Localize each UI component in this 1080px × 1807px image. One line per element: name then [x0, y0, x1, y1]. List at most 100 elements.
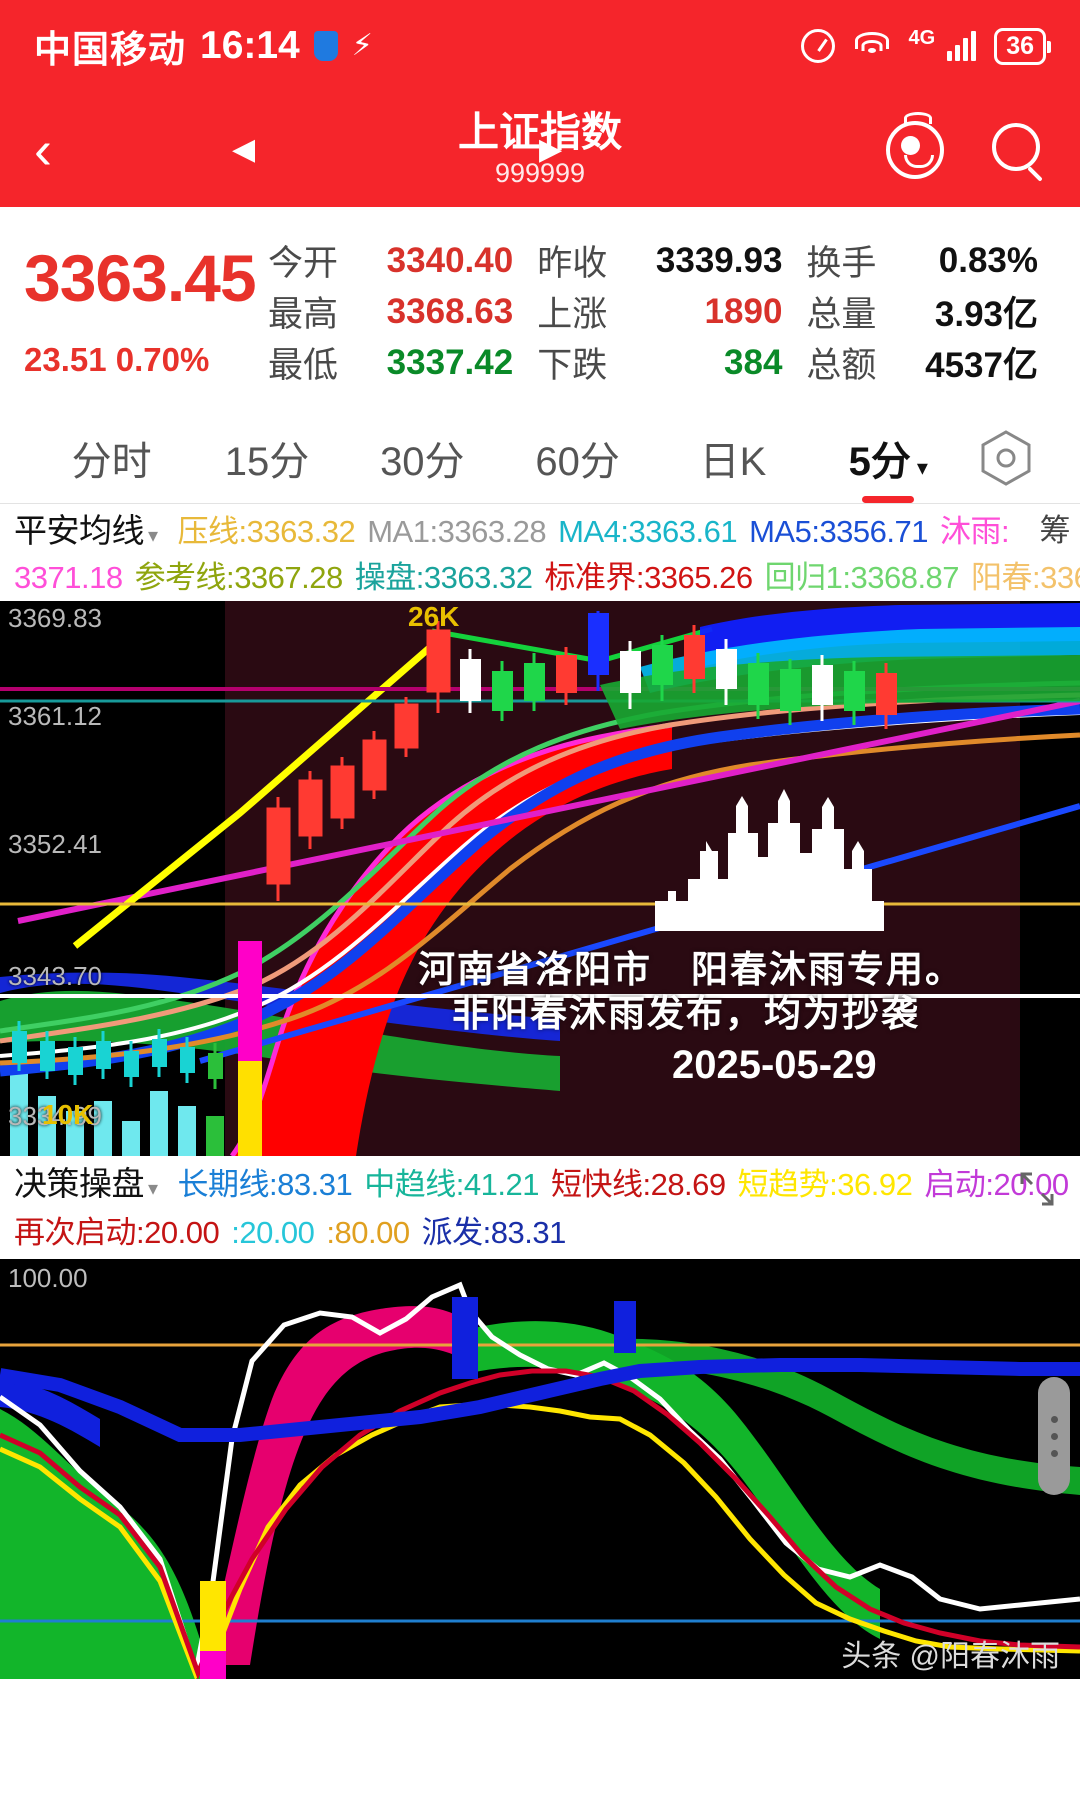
hexagon-settings-icon[interactable] [966, 429, 1046, 487]
chevron-down-icon: ▾ [916, 454, 928, 480]
stat-value: 384 [724, 342, 783, 382]
legend-label: 中趋线: [364, 1167, 464, 1202]
legend-label: 压线: [177, 514, 248, 549]
legend-value: 41.21 [463, 1167, 540, 1202]
signal-bars-icon [947, 31, 977, 61]
decision-indicator-chart[interactable]: 100.00 头条 @阳春沐雨 [0, 1259, 1080, 1679]
price-block: 3363.45 23.51 0.70% [18, 240, 268, 379]
clock-label: 16:14 [200, 24, 300, 67]
legend-value: 3371.18 [14, 560, 123, 595]
legend-item: 操盘:3363.32 [355, 560, 533, 595]
chart-scroll-handle[interactable] [1038, 1377, 1070, 1495]
legend-label: 长期线: [177, 1167, 278, 1202]
stat-label: 总量 [806, 295, 877, 334]
legend-item: 回归1:3368.87 [765, 560, 960, 595]
legend-item-highlighted: 短趋势:36.92 [737, 1167, 913, 1202]
tab-30min[interactable]: 30分 [345, 429, 500, 487]
stat-value: 3340.40 [386, 240, 514, 280]
stat-label: 下跌 [537, 346, 608, 385]
legend-item: 压线:3363.32 [178, 514, 356, 549]
legend-item: 派发:83.31 [422, 1215, 567, 1250]
legend-value: 20.00 [239, 1215, 315, 1250]
legend-value: 3363.32 [423, 560, 533, 595]
status-bar-right: 4G 36 [800, 26, 1051, 65]
stat-label: 上涨 [537, 295, 608, 334]
expand-icon[interactable] [1018, 1170, 1056, 1208]
legend-label: 标准界: [544, 560, 645, 595]
legend-value: 3367.28 [234, 560, 343, 595]
tab-5min[interactable]: 5分 ▾ [811, 429, 966, 503]
legend-value: 20.00 [144, 1215, 220, 1250]
carrier-label: 中国移动 [34, 29, 186, 70]
legend-item: 沐雨: [940, 514, 1010, 549]
last-price: 3363.45 [24, 240, 257, 315]
lower-indicator-legend: 决策操盘 ▾ 长期线:83.31 中趋线:41.21 短快线:28.69 短趋势:36.9… [0, 1156, 1080, 1259]
search-icon[interactable] [991, 122, 1046, 177]
legend-value: 28.69 [650, 1167, 727, 1202]
tab-label: 5分 [848, 439, 911, 484]
period-tab-bar: 分时 15分 30分 60分 日K 5分 ▾ [0, 412, 1080, 504]
stat-value: 0.83% [938, 240, 1038, 280]
legend-label: 参考线: [134, 560, 235, 595]
tab-15min[interactable]: 15分 [189, 429, 344, 487]
stat-label: 总额 [806, 346, 877, 385]
y-axis-label: 3361.12 [8, 701, 102, 731]
stat-value: 3339.93 [655, 240, 783, 280]
legend-item: 短快线:28.69 [551, 1167, 726, 1202]
legend-item: MA4:3363.61 [558, 514, 737, 549]
tab-dayk[interactable]: 日K [655, 429, 810, 487]
legend-label: 操盘: [354, 560, 425, 595]
chevron-down-icon[interactable]: ▾ [148, 1178, 158, 1200]
stat-label: 今开 [268, 244, 339, 283]
tab-60min[interactable]: 60分 [500, 429, 655, 487]
legend-label: 再次启动: [14, 1215, 145, 1250]
stat-value: 1890 [704, 291, 783, 331]
legend-item: 长期线:83.31 [178, 1167, 353, 1202]
volume-label: 26K [408, 601, 460, 632]
quote-panel: 3363.45 23.51 0.70% 今开 3340.40 昨收 3339.9… [0, 207, 1080, 412]
tab-fenshi[interactable]: 分时 [34, 429, 189, 487]
legend-label: 短趋势: [737, 1167, 838, 1202]
chip-label: 筹 [1039, 513, 1071, 548]
stat-label: 换手 [806, 244, 877, 283]
legend-label: 短快线: [550, 1167, 651, 1202]
legend-value: 3367.06 [1040, 560, 1080, 595]
stat-label: 昨收 [537, 244, 608, 283]
legend-item: 再次启动:20.00 [14, 1215, 220, 1250]
legend-item: 参考线:3367.28 [134, 560, 344, 595]
legend-item: 中趋线:41.21 [364, 1167, 539, 1202]
back-button[interactable]: ‹ [34, 119, 52, 180]
legend-item: 阳春:3367.06 [971, 560, 1080, 595]
stat-value: 3337.42 [386, 342, 514, 382]
legend-value: 3363.28 [437, 514, 547, 549]
watermark-line-2: 非阳春沐雨发布，均为抄袭 [452, 993, 920, 1034]
legend-value: 83.31 [277, 1167, 353, 1202]
volume-label: 10K [42, 1099, 94, 1130]
legend-value: 83.31 [490, 1215, 567, 1250]
watermark-line-1: 河南省洛阳市 阳春沐雨专用。 [418, 949, 964, 990]
indicator-name[interactable]: 决策操盘 [14, 1165, 145, 1202]
stat-label: 最低 [268, 346, 339, 385]
y-axis-label: 3343.70 [8, 961, 102, 991]
chevron-down-icon[interactable]: ▾ [148, 525, 158, 547]
price-change: 23.51 0.70% [24, 341, 209, 379]
tab-label: 15分 [224, 439, 310, 484]
legend-item: MA1:3363.28 [367, 514, 546, 549]
change-abs: 23.51 [24, 341, 107, 379]
legend-item: :80.00 [326, 1215, 410, 1250]
legend-row-3: 决策操盘 ▾ 长期线:83.31 中趋线:41.21 短快线:28.69 短趋势:36.9… [14, 1162, 1070, 1211]
network-type-label: 4G [908, 26, 936, 49]
legend-label: 启动: [924, 1167, 994, 1202]
main-candlestick-chart[interactable]: 3369.83 3361.12 3352.41 3343.70 3334.99 … [0, 601, 1080, 1156]
legend-row-1: 平安均线 ▾ 压线:3363.32 MA1:3363.28 MA4:3363.61 MA5… [14, 510, 1070, 557]
wifi-icon [853, 32, 891, 60]
quote-stats-grid: 今开 3340.40 昨收 3339.93 换手 0.83% 最高 3368.6… [268, 235, 1062, 388]
prev-stock-button[interactable]: ◀ [231, 133, 256, 166]
legend-label: : [326, 1215, 335, 1250]
active-tab-indicator [862, 495, 915, 503]
next-stock-button[interactable]: ▶ [538, 133, 563, 166]
tab-label: 分时 [71, 439, 152, 484]
stat-value: 4537亿 [925, 346, 1038, 385]
robot-assistant-icon[interactable] [885, 111, 944, 179]
indicator-name[interactable]: 平安均线 [14, 512, 145, 549]
